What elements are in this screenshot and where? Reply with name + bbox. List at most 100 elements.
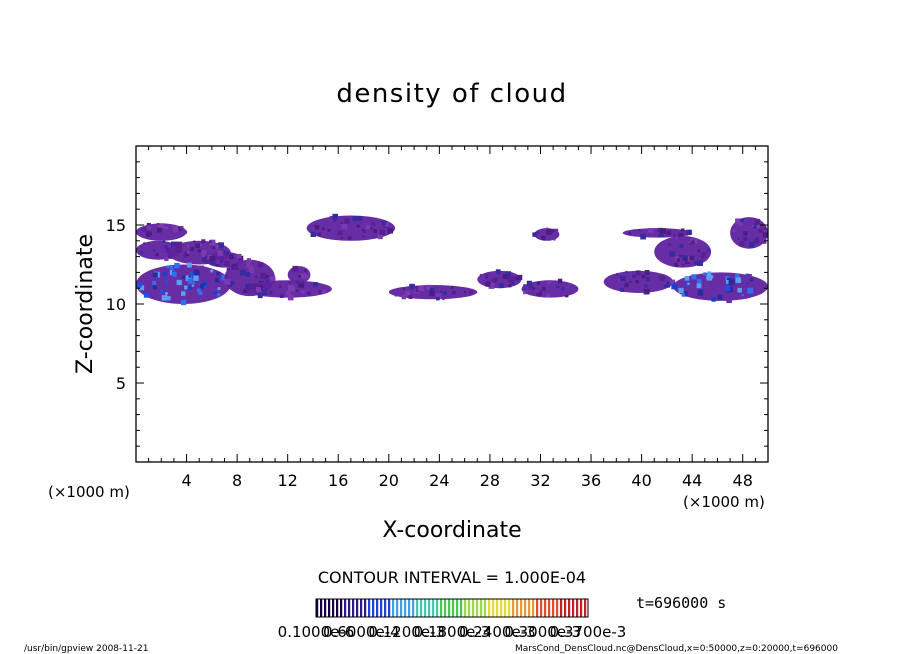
cloud-speck <box>154 241 160 247</box>
cloud-speck <box>332 213 338 220</box>
cloud-speck <box>140 250 143 254</box>
cloud-speck <box>451 290 456 295</box>
cloud-speck <box>322 289 326 294</box>
cloud-speck <box>703 257 708 261</box>
y-tick-labels: 5 10 15 <box>106 216 126 393</box>
cloud-speck <box>193 240 196 243</box>
cloud-speck <box>536 281 541 285</box>
colorbar-stripe <box>360 599 363 617</box>
cloud-speck <box>268 290 273 295</box>
cloud-speck <box>310 290 313 294</box>
cloud-speck <box>159 223 165 229</box>
cloud-speck <box>232 284 235 288</box>
cloud-speck <box>663 281 667 285</box>
cloud-speck <box>671 283 677 290</box>
cloud-speck <box>199 243 203 247</box>
cloud-speck <box>726 297 732 304</box>
x-tick-label: 4 <box>181 471 191 490</box>
cloud-speck <box>371 222 376 226</box>
cloud-speck <box>732 229 736 233</box>
cloud-speck <box>679 254 683 258</box>
cloud-speck <box>340 236 343 240</box>
cloud-region <box>388 283 478 301</box>
cloud-speck <box>378 234 383 240</box>
cloud-speck <box>152 249 156 252</box>
cloud-speck <box>208 240 212 244</box>
colorbar-stripe <box>468 599 471 617</box>
colorbar-stripe <box>520 599 523 617</box>
cloud-speck <box>201 239 206 244</box>
cloud-speck <box>629 280 632 284</box>
cloud-speck <box>181 291 186 296</box>
colorbar-stripe <box>408 599 411 617</box>
cloud-speck <box>502 274 508 279</box>
cloud-speck <box>160 289 164 294</box>
x-tick-label: 44 <box>682 471 702 490</box>
cloud-speck <box>737 287 742 293</box>
cloud-speck <box>292 265 299 272</box>
cloud-speck <box>429 290 435 297</box>
cloud-speck <box>318 289 322 294</box>
colorbar-stripe <box>504 599 507 617</box>
cloud-speck <box>287 294 294 301</box>
cloud-speck <box>136 282 142 288</box>
cloud-speck <box>164 226 169 230</box>
colorbar-stripe <box>328 599 331 617</box>
cloud-speck <box>628 231 632 235</box>
cloud-speck <box>152 280 157 285</box>
cloud-speck <box>632 274 636 278</box>
cloud-speck <box>749 277 754 282</box>
colorbar-label: 0.1200e-3 <box>368 623 445 641</box>
colorbar-stripe <box>440 599 443 617</box>
cloud-speck <box>361 229 365 232</box>
cloud-speck <box>387 228 393 234</box>
contour-interval-label: CONTOUR INTERVAL = 1.000E-04 <box>318 568 586 587</box>
cloud-speck <box>187 286 192 290</box>
cloud-speck <box>147 225 152 230</box>
cloud-speck <box>737 237 740 240</box>
colorbar-stripe <box>572 599 575 617</box>
cloud-speck <box>498 283 504 289</box>
colorbar-stripe <box>560 599 563 617</box>
cloud-speck <box>232 266 236 269</box>
colorbar-stripe <box>580 599 583 617</box>
colorbar-label: 0.3700e-3 <box>550 623 627 641</box>
cloud-speck <box>269 280 272 284</box>
cloud-speck <box>619 275 626 282</box>
colorbar-stripe <box>536 599 539 617</box>
cloud-speck <box>677 238 681 242</box>
cloud-speck <box>697 290 704 296</box>
colorbar-stripe <box>320 599 323 617</box>
cloud-body <box>136 264 231 304</box>
cloud-speck <box>743 231 748 236</box>
plot-area <box>136 213 769 306</box>
colorbar-stripe <box>428 599 431 617</box>
cloud-speck <box>696 278 702 284</box>
colorbar-stripe <box>396 599 399 617</box>
cloud-speck <box>156 285 160 289</box>
x-tick-label: 24 <box>429 471 449 490</box>
cloud-speck <box>214 277 220 283</box>
colorbar-stripe <box>460 599 463 617</box>
colorbar-stripe <box>416 599 419 617</box>
cloud-speck <box>370 227 373 230</box>
cloud-speck <box>405 290 411 297</box>
cloud-speck <box>668 243 672 246</box>
cloud-speck <box>329 215 335 222</box>
cloud-speck <box>356 224 360 228</box>
cloud-speck <box>495 269 501 275</box>
cloud-speck <box>657 231 664 238</box>
cloud-speck <box>245 271 250 277</box>
cloud-speck <box>169 266 173 270</box>
cloud-speck <box>373 229 377 234</box>
cloud-speck <box>403 287 406 291</box>
cloud-speck <box>764 227 767 230</box>
colorbar-label: 0.1000e-6 <box>278 623 355 641</box>
cloud-speck <box>625 270 628 273</box>
cloud-speck <box>207 253 210 256</box>
cloud-speck <box>199 265 205 271</box>
cloud-speck <box>219 277 223 281</box>
time-label: t=696000 s <box>636 594 726 612</box>
colorbar-stripe <box>392 599 395 617</box>
cloud-speck <box>418 285 424 292</box>
